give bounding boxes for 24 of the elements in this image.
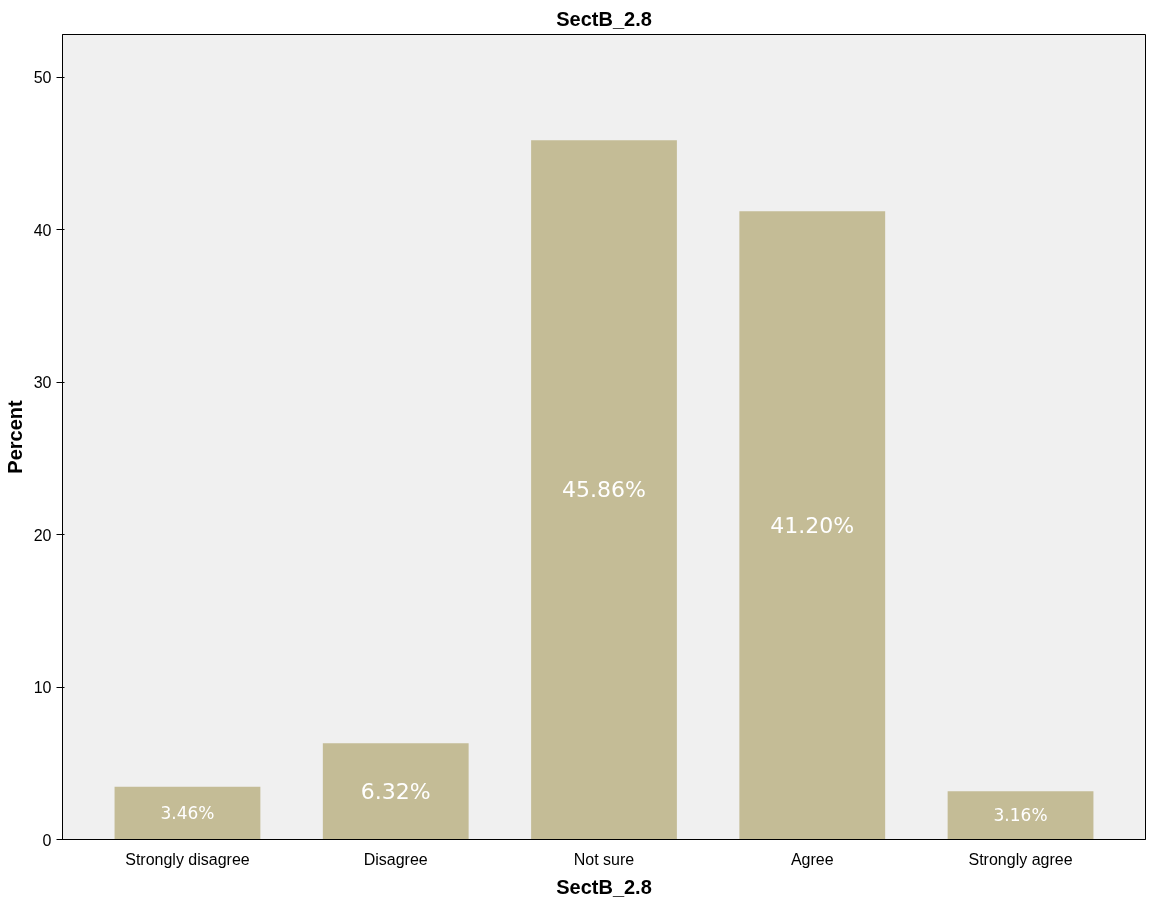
y-tick-label: 20 <box>33 526 52 544</box>
y-tick-label: 0 <box>42 831 52 849</box>
y-tick-label: 30 <box>33 374 52 392</box>
data-label: 45.86% <box>562 477 646 503</box>
x-tick-label: Not sure <box>573 850 635 868</box>
x-tick-label: Disagree <box>363 850 428 868</box>
x-tick-label: Strongly agree <box>968 850 1073 868</box>
chart-title: SectB_2.8 <box>556 7 652 30</box>
y-tick-label: 40 <box>33 221 52 239</box>
y-tick-label: 10 <box>33 679 52 697</box>
data-label: 3.16% <box>993 805 1048 826</box>
y-tick-label: 50 <box>33 69 52 87</box>
bar <box>322 743 469 840</box>
x-axis-title: SectB_2.8 <box>556 875 652 898</box>
x-tick-label: Agree <box>790 850 834 868</box>
data-label: 6.32% <box>360 778 431 804</box>
data-label: 3.46% <box>160 803 215 824</box>
x-tick-label: Strongly disagree <box>125 850 250 868</box>
bar <box>531 140 677 840</box>
y-axis-title: Percent <box>3 399 26 474</box>
bar <box>114 786 261 840</box>
bar <box>947 791 1094 840</box>
bar <box>739 211 886 840</box>
data-label: 41.20% <box>770 512 855 538</box>
